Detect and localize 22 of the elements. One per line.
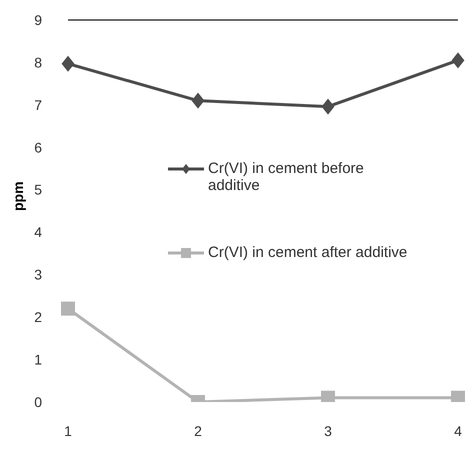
y-tick-label: 3 [34,266,42,283]
x-tick-label: 2 [194,422,202,439]
legend-label: Cr(VI) in cement before additive [208,160,365,194]
y-tick-label: 8 [34,54,42,70]
y-tick-label: 5 [34,182,42,198]
x-tick-label: 1 [64,422,72,439]
y-tick-label: 7 [34,96,42,113]
point [192,92,204,109]
x-tick-label: 4 [454,422,462,439]
point [62,56,74,72]
point [61,302,75,316]
x-tick-label: 3 [324,422,332,439]
y-tick-label: 9 [34,12,42,28]
y-tick-label: 1 [34,352,42,368]
point [322,98,334,115]
y-tick-label: 2 [34,309,42,326]
y-tick-label: 6 [34,139,42,156]
y-tick-label: 0 [34,394,42,410]
y-axis-title: ppm [10,181,26,211]
y-tick-label: 4 [34,224,42,240]
point [452,52,464,68]
legend-label: Cr(VI) in cement after additive [208,244,408,261]
